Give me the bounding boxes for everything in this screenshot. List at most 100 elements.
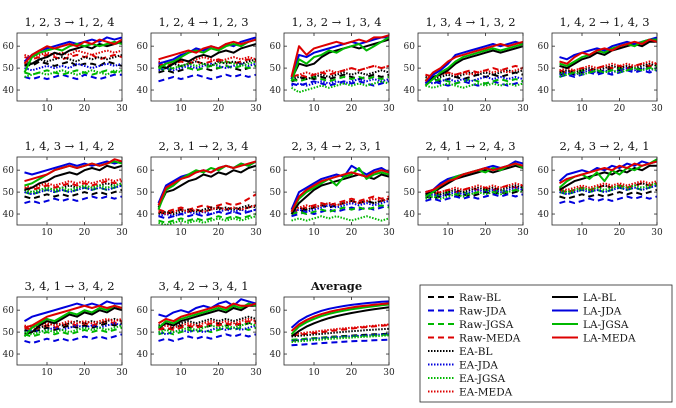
x-tick-label: 30 <box>517 104 529 114</box>
y-tick-label: 60 <box>404 42 416 52</box>
chart-panel: 3, 4, 2 → 3, 4, 1 10 20 30 40 50 60 <box>137 279 262 378</box>
y-tick-label: 60 <box>137 42 149 52</box>
series-line-la-meda <box>559 38 657 65</box>
series-lines <box>290 164 389 222</box>
series-lines <box>558 158 657 205</box>
series-line-la-jda <box>158 36 256 65</box>
legend-item: EA-BL <box>428 346 493 358</box>
y-tick-label: 50 <box>538 64 550 74</box>
series-line-ea-meda <box>559 60 657 72</box>
chart-panel: 1, 3, 2 → 1, 3, 4 10 20 30 40 50 60 <box>270 15 395 114</box>
y-tick-label: 40 <box>137 86 149 96</box>
series-line-la-meda <box>24 304 122 329</box>
x-tick-label: 20 <box>614 104 626 114</box>
series-line-la-meda <box>158 38 256 61</box>
y-tick-label: 40 <box>404 210 416 220</box>
series-line-ea-jda <box>559 67 657 76</box>
x-tick-label: 30 <box>651 228 663 238</box>
series-line-raw-bl <box>559 188 657 200</box>
axes-box <box>283 296 390 366</box>
legend-item: EA-MEDA <box>428 387 513 399</box>
legend-item: LA-JGSA <box>552 319 629 331</box>
series-line-la-jgsa <box>559 38 657 67</box>
axes-box <box>283 156 390 226</box>
series-line-ea-meda <box>158 56 256 65</box>
series-line-la-bl <box>24 40 122 67</box>
series-line-ea-meda <box>24 317 122 329</box>
legend-item: Raw-MEDA <box>428 333 521 345</box>
series-line-ea-jda <box>158 62 256 72</box>
series-line-ea-bl <box>158 315 256 327</box>
series-line-ea-jgsa <box>158 322 256 334</box>
series-line-raw-jda <box>158 73 256 83</box>
x-tick-label: 10 <box>442 228 454 238</box>
legend-label: LA-JGSA <box>583 319 629 331</box>
series-line-ea-jda <box>24 322 122 334</box>
legend-label: EA-BL <box>459 346 493 358</box>
series-line-la-meda <box>290 34 389 78</box>
series-line-la-bl <box>290 306 389 338</box>
series-line-ea-meda <box>425 67 523 78</box>
x-tick-label: 30 <box>116 368 128 378</box>
series-line-raw-bl <box>425 71 523 83</box>
series-line-la-meda <box>558 160 657 185</box>
series-lines <box>424 160 523 202</box>
y-tick-label: 50 <box>538 188 550 198</box>
series-line-la-bl <box>157 164 256 208</box>
legend-label: LA-MEDA <box>583 333 636 345</box>
axes-box <box>417 32 524 102</box>
series-line-ea-bl <box>158 58 256 70</box>
series-line-la-bl <box>558 164 657 191</box>
series-line-la-jda <box>23 300 122 322</box>
series-line-la-jgsa <box>290 36 389 82</box>
series-lines <box>24 158 122 205</box>
x-tick-label: 10 <box>175 228 187 238</box>
series-line-ea-bl <box>24 182 122 194</box>
y-tick-label: 60 <box>3 42 15 52</box>
y-tick-label: 60 <box>137 306 149 316</box>
x-tick-label: 30 <box>116 104 128 114</box>
x-tick-label: 10 <box>576 104 588 114</box>
panel-title: 2, 4, 3 → 2, 4, 1 <box>559 139 649 153</box>
y-tick-label: 60 <box>3 166 15 176</box>
legend-label: Raw-MEDA <box>459 333 521 345</box>
x-tick-label: 30 <box>517 228 529 238</box>
y-tick-label: 40 <box>137 210 149 220</box>
axes-box <box>150 32 257 102</box>
series-line-ea-jda <box>291 78 389 87</box>
chart-panel: Average 10 20 30 40 50 60 <box>270 279 395 378</box>
series-line-raw-bl <box>24 322 122 334</box>
chart-panel: 2, 3, 4 → 2, 3, 1 10 20 30 40 50 60 <box>270 139 395 238</box>
series-line-la-bl <box>158 43 256 70</box>
x-tick-label: 30 <box>250 104 262 114</box>
series-line-raw-jda <box>291 204 389 218</box>
series-line-raw-bl <box>24 188 122 200</box>
x-tick-label: 20 <box>79 104 91 114</box>
series-line-raw-jda <box>559 195 657 205</box>
series-line-raw-bl <box>24 60 122 67</box>
legend-item: LA-BL <box>552 292 616 304</box>
series-line-la-jgsa <box>424 43 523 87</box>
series-line-ea-jgsa <box>291 334 389 343</box>
series-lines <box>559 36 657 78</box>
series-lines <box>157 160 256 225</box>
y-tick-label: 60 <box>538 42 550 52</box>
series-lines <box>290 34 389 94</box>
y-tick-label: 50 <box>404 188 416 198</box>
panel-title: 1, 4, 2 → 1, 4, 3 <box>559 15 649 29</box>
series-line-ea-jda <box>559 184 657 196</box>
legend-label: EA-JGSA <box>459 373 506 385</box>
series-line-ea-jgsa <box>291 215 389 222</box>
series-line-la-jgsa <box>23 304 122 338</box>
series-line-ea-bl <box>24 53 122 65</box>
y-tick-label: 50 <box>270 64 282 74</box>
series-line-ea-jgsa <box>290 80 389 94</box>
series-line-la-meda <box>157 302 256 325</box>
series-line-la-meda <box>290 302 389 332</box>
x-tick-label: 10 <box>41 104 53 114</box>
series-line-ea-bl <box>559 62 657 74</box>
series-line-la-meda <box>24 158 122 183</box>
x-tick-label: 30 <box>250 228 262 238</box>
series-line-raw-jda <box>425 193 523 202</box>
